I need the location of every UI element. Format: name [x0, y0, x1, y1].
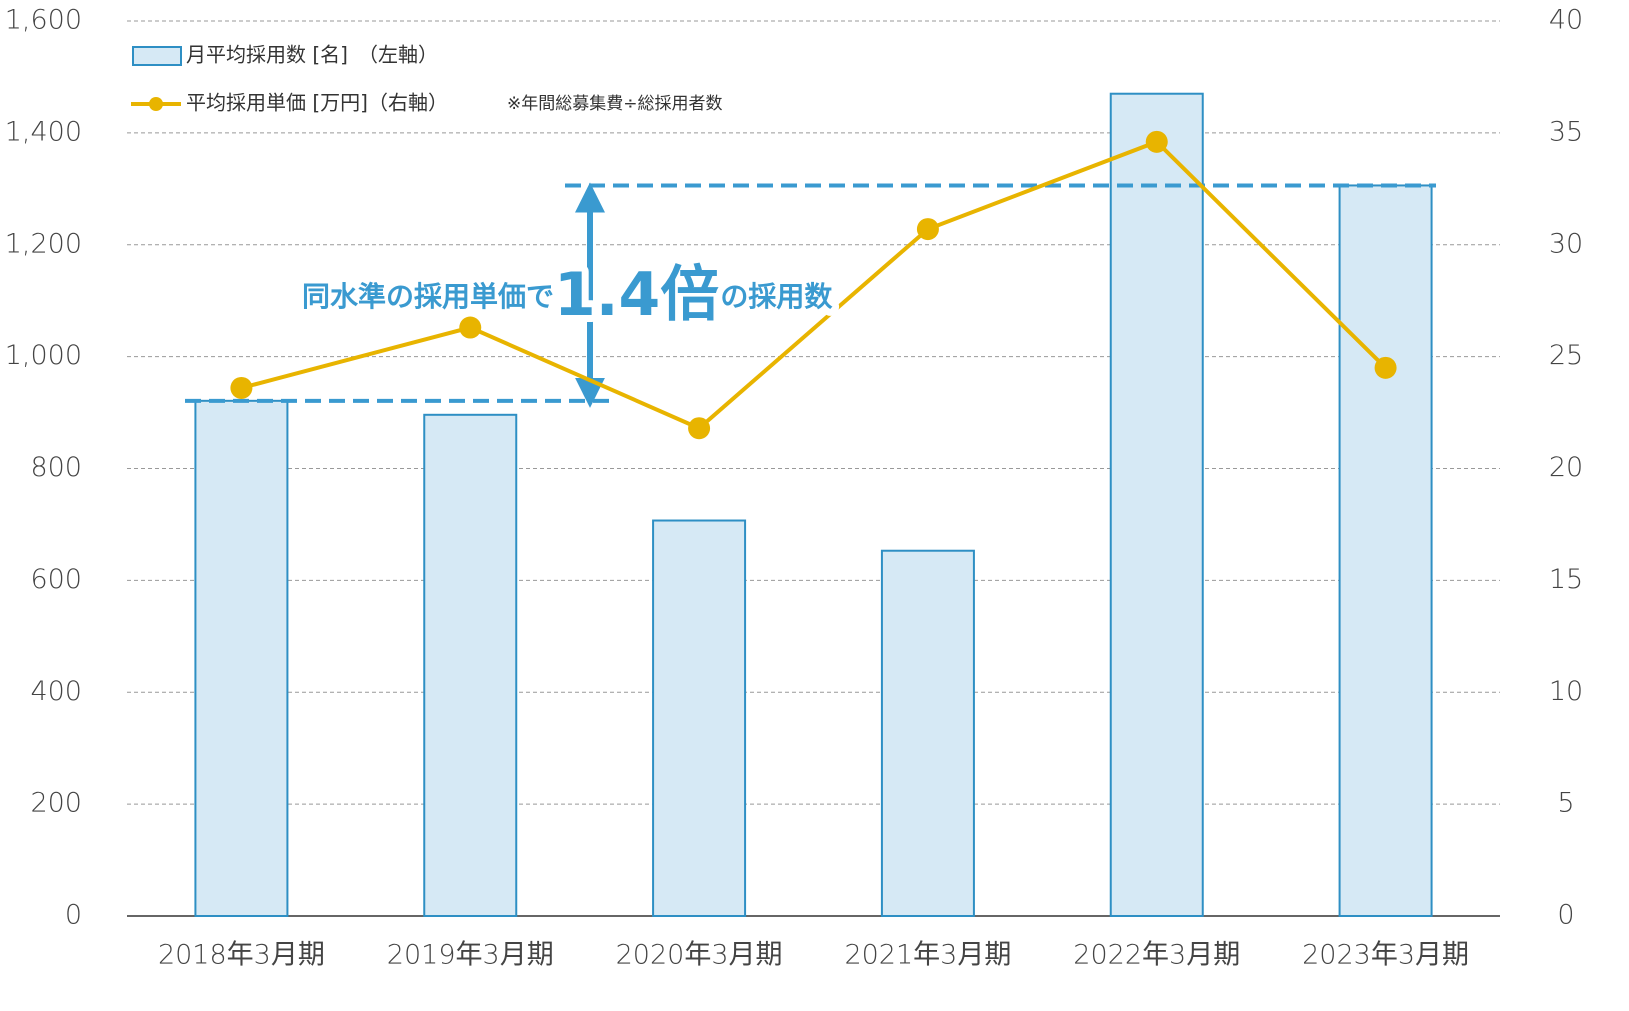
legend-swatch — [132, 46, 182, 66]
y2-tick-label: 20 — [1549, 452, 1583, 483]
bar — [1338, 184, 1433, 918]
y-tick-label: 400 — [30, 676, 82, 707]
y-tick-label: 1,400 — [5, 116, 82, 147]
y-tick-label: 1,000 — [5, 340, 82, 371]
y2-tick-label: 35 — [1549, 116, 1583, 147]
line-point — [916, 218, 939, 241]
legend-swatch — [149, 97, 163, 111]
x-tick-label: 2022年3月期 — [1073, 940, 1240, 971]
annotation-text: の採用数 — [720, 280, 833, 313]
annotation-big: 1.4倍 — [554, 260, 720, 330]
y-tick-label: 0 — [65, 900, 82, 931]
y2-tick-label: 40 — [1549, 5, 1583, 36]
annotation-text: 同水準の採用単価で — [302, 280, 554, 313]
y-tick-label: 1,200 — [5, 228, 82, 259]
y2-tick-label: 10 — [1549, 676, 1583, 707]
annotation: 同水準の採用単価で1.4倍の採用数 — [302, 260, 833, 330]
y-tick-label: 1,600 — [5, 5, 82, 36]
line — [240, 139, 1387, 431]
y-tick-label: 800 — [30, 452, 82, 483]
y-tick-label: 200 — [30, 788, 82, 819]
line-point — [459, 316, 482, 339]
bar — [1109, 92, 1204, 917]
line-point — [1374, 356, 1397, 379]
bar — [423, 413, 518, 917]
y-tick-label: 600 — [30, 564, 82, 595]
y2-tick-label: 30 — [1549, 228, 1583, 259]
y2-tick-label: 15 — [1549, 564, 1583, 595]
legend-label: 月平均採用数 [名] （左軸） — [186, 43, 438, 67]
x-tick-label: 2018年3月期 — [158, 940, 325, 971]
line-point — [1145, 130, 1168, 153]
x-tick-label: 2019年3月期 — [387, 940, 554, 971]
line-point — [688, 417, 711, 440]
line-point — [230, 376, 253, 399]
bar — [652, 519, 747, 917]
note: ※年間総募集費÷総採用者数 — [507, 94, 723, 114]
y2-tick-label: 5 — [1557, 788, 1574, 819]
bar — [880, 549, 975, 918]
y2-tick-label: 0 — [1557, 900, 1574, 931]
x-tick-label: 2021年3月期 — [844, 940, 1011, 971]
x-tick-label: 2020年3月期 — [616, 940, 783, 971]
y2-tick-label: 25 — [1549, 340, 1583, 371]
bar — [194, 399, 289, 917]
legend-label: 平均採用単価 [万円]（右軸） — [186, 91, 448, 115]
x-tick-label: 2023年3月期 — [1302, 940, 1469, 971]
